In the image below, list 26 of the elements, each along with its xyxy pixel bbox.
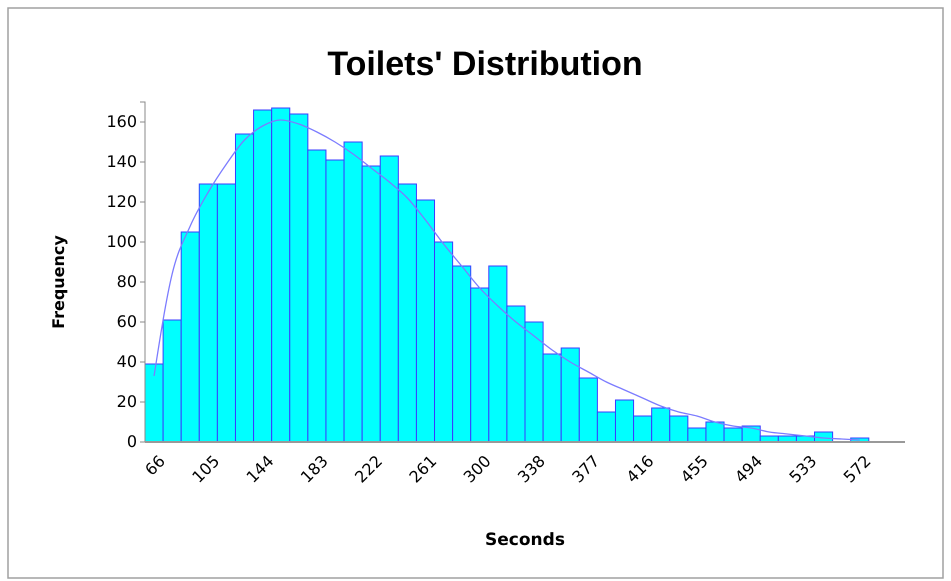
x-tick-label: 533 <box>785 451 820 487</box>
x-tick-label: 183 <box>296 451 332 487</box>
x-tick-label: 300 <box>460 451 495 487</box>
chart-title: Toilets' Distribution <box>327 45 643 83</box>
y-axis-title: Frequency <box>49 234 68 329</box>
x-tick-label: 105 <box>188 451 224 487</box>
y-tick-label: 140 <box>106 152 137 172</box>
x-tick-label: 494 <box>731 451 766 487</box>
x-tick-label: 222 <box>351 451 386 487</box>
x-tick-label: 416 <box>622 451 658 487</box>
y-tick-label: 40 <box>116 352 137 372</box>
x-tick-label: 144 <box>242 451 278 487</box>
y-tick-label: 160 <box>106 112 137 132</box>
x-axis-title: Seconds <box>485 530 565 550</box>
x-tick-label: 572 <box>840 451 875 487</box>
line-series <box>153 119 860 441</box>
x-tick-label: 338 <box>514 451 549 487</box>
x-tick-label: 455 <box>676 451 712 487</box>
y-tick-label: 100 <box>106 232 137 252</box>
y-tick-label: 0 <box>126 432 137 452</box>
y-tick-label: 60 <box>116 312 137 332</box>
y-tick-label: 20 <box>116 392 137 412</box>
x-tick-label: 261 <box>405 451 440 487</box>
y-tick-label: 80 <box>116 272 137 292</box>
y-tick-label: 120 <box>106 192 137 212</box>
x-tick-label: 66 <box>141 451 169 480</box>
